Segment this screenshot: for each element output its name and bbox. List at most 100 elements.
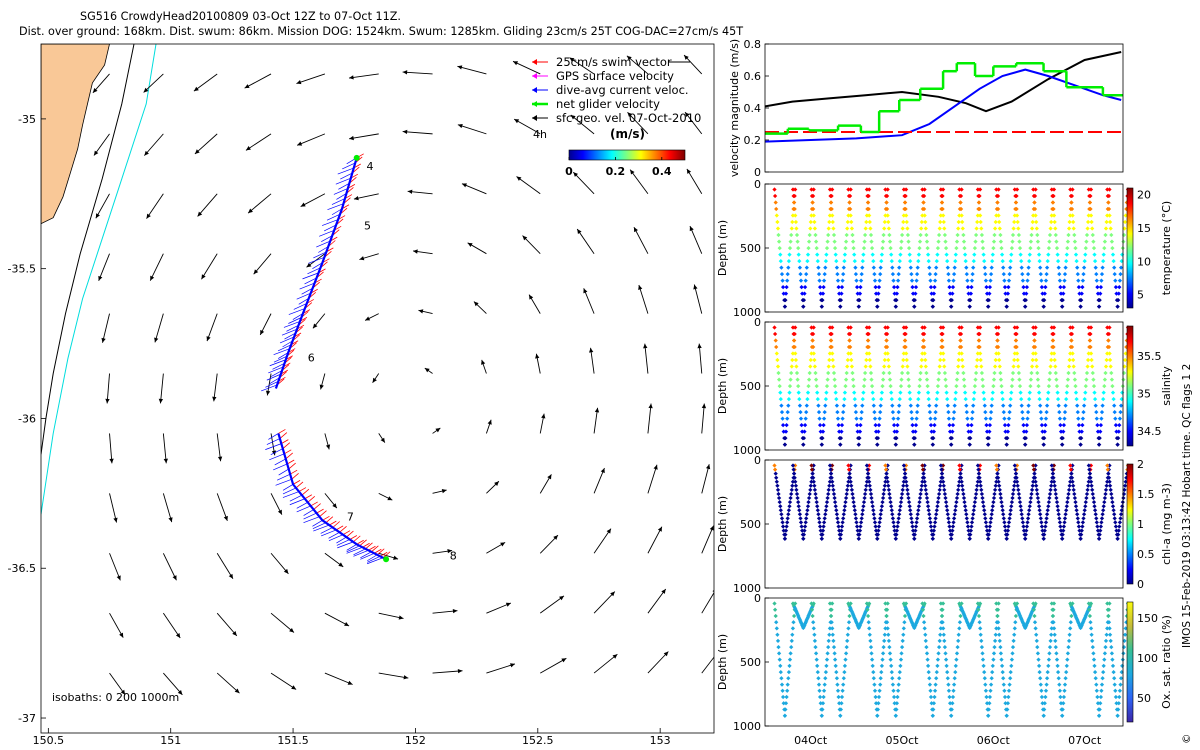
profile-point	[1065, 245, 1070, 251]
profile-point	[941, 632, 946, 637]
profile-point	[786, 403, 791, 408]
profile-point	[875, 707, 881, 712]
profile-point	[818, 429, 823, 434]
profile-point	[772, 193, 778, 199]
profile-point	[831, 491, 837, 497]
profile-point	[940, 475, 945, 480]
profile-point	[975, 463, 981, 468]
profile-point	[1071, 487, 1076, 493]
velocity-ytick-label: 0.4	[744, 102, 762, 115]
profile-point	[806, 239, 812, 244]
geo-vector-head	[387, 496, 393, 501]
profile-point	[962, 383, 967, 389]
profile-point	[817, 278, 822, 283]
dac-vector	[312, 262, 323, 269]
profile-point	[942, 487, 947, 493]
profile-point	[922, 213, 927, 218]
profile-point	[816, 676, 821, 681]
profile-point	[1035, 370, 1040, 376]
profile-point	[1072, 377, 1078, 382]
profile-point	[824, 252, 829, 257]
profile-point	[824, 245, 830, 251]
profile-point	[872, 682, 877, 687]
profile-point	[784, 524, 789, 529]
profile-point	[1103, 487, 1109, 493]
profile-point	[913, 524, 919, 529]
profile-point	[856, 536, 861, 541]
profile-point	[1085, 483, 1091, 488]
profile-point	[1044, 516, 1049, 521]
profile-point	[1046, 657, 1052, 662]
profile-point	[959, 325, 964, 330]
profile-point	[1032, 206, 1038, 212]
profile-point	[1061, 694, 1067, 700]
dac-vector	[277, 344, 292, 352]
profile-point	[1046, 504, 1051, 509]
profile-point	[890, 512, 895, 517]
profile-point	[956, 638, 961, 644]
profile-point	[1111, 508, 1116, 513]
profile-point	[986, 707, 991, 712]
profile-point	[1112, 409, 1117, 415]
profile-point	[811, 351, 816, 356]
geo-vector	[149, 253, 164, 281]
profile-point	[864, 219, 869, 225]
profile-point	[1073, 383, 1078, 389]
profile-point	[983, 271, 988, 277]
profile-point	[1099, 682, 1105, 687]
profile-point	[1049, 479, 1054, 484]
profile-point	[846, 331, 852, 337]
profile-point	[852, 252, 857, 257]
profile-point	[815, 252, 820, 257]
dac-vector	[282, 491, 300, 498]
profile-point	[1088, 325, 1094, 330]
geo-vector	[300, 193, 326, 207]
profile-point	[833, 663, 838, 669]
profile-point	[1005, 429, 1011, 434]
profile-point	[1045, 508, 1050, 513]
profile-point	[1018, 252, 1023, 257]
profile-point	[819, 304, 824, 309]
profile-point	[1114, 429, 1119, 434]
profile-point	[834, 512, 840, 517]
profile-point	[982, 508, 987, 513]
profile-point	[1006, 284, 1011, 290]
isobath-line-cyan	[41, 44, 157, 515]
profile-point	[1095, 528, 1101, 533]
profile-point	[1079, 528, 1084, 533]
geo-vector-head	[600, 468, 605, 474]
profile-point	[1064, 252, 1069, 257]
profile-point	[1031, 467, 1037, 472]
dac-vector	[288, 317, 302, 324]
profile-point	[871, 508, 876, 513]
profile-point	[1010, 644, 1016, 650]
profile-point	[789, 232, 794, 238]
profile-point	[1101, 504, 1106, 509]
profile-point	[813, 377, 819, 382]
profile-point	[815, 258, 820, 264]
profile-point	[973, 377, 978, 382]
profile-point	[868, 226, 873, 231]
profile-point	[819, 442, 824, 447]
profile-point	[1086, 351, 1091, 356]
profile-point	[821, 688, 827, 693]
profile-point	[1094, 688, 1099, 693]
profile-point	[892, 291, 897, 296]
geo-vector	[146, 193, 164, 219]
profile-point	[1091, 245, 1097, 251]
dac-vector	[282, 484, 294, 491]
profile-point	[961, 495, 967, 501]
profile-point	[820, 701, 826, 706]
profile-point	[1018, 390, 1023, 395]
profile-point	[1046, 390, 1051, 395]
profile-point	[778, 252, 783, 257]
profile-point	[1012, 632, 1017, 637]
profile-point	[994, 325, 999, 330]
profile-point	[801, 435, 807, 441]
geo-vector-head	[402, 129, 408, 135]
profile-point	[942, 638, 947, 644]
profile-point	[1044, 409, 1049, 415]
profile-point	[1056, 512, 1061, 517]
profile-point	[876, 429, 881, 434]
geo-vector	[432, 670, 463, 674]
